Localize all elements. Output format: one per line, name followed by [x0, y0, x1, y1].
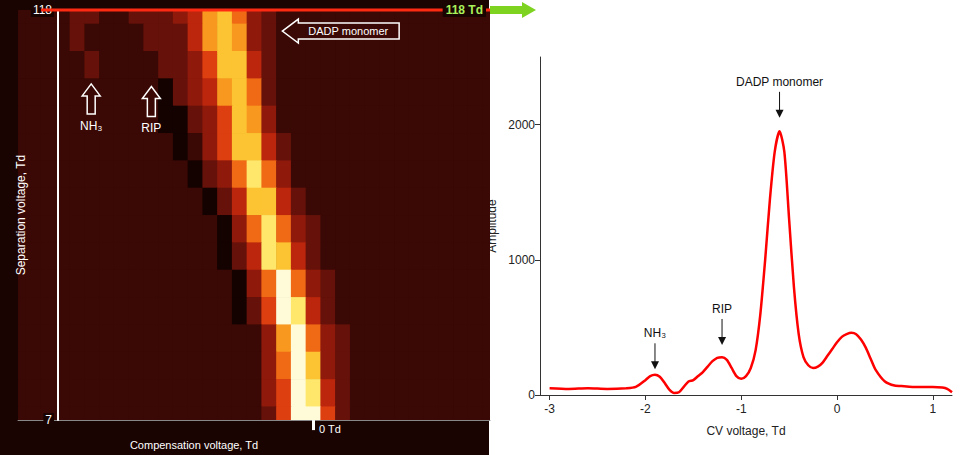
svg-text:0: 0 [528, 388, 535, 402]
svg-text:1: 1 [929, 402, 936, 416]
svg-text:118: 118 [32, 3, 52, 17]
svg-text:RIP: RIP [712, 302, 732, 316]
svg-text:-1: -1 [736, 402, 747, 416]
svg-text:7: 7 [45, 413, 52, 427]
svg-text:2000: 2000 [508, 118, 535, 132]
svg-text:RIP: RIP [141, 121, 161, 135]
svg-text:NH₃: NH₃ [80, 119, 102, 133]
svg-text:Separation voltage, Td: Separation voltage, Td [14, 155, 28, 276]
svg-text:Amplitude: Amplitude [485, 199, 499, 253]
svg-text:DADP monomer: DADP monomer [736, 75, 823, 89]
svg-text:-3: -3 [544, 402, 555, 416]
svg-text:NH₃: NH₃ [644, 326, 666, 340]
svg-text:DADP monomer: DADP monomer [308, 25, 388, 37]
svg-text:1000: 1000 [508, 253, 535, 267]
svg-text:118 Td: 118 Td [446, 3, 483, 17]
svg-text:CV voltage, Td: CV voltage, Td [706, 424, 785, 438]
svg-text:-2: -2 [640, 402, 651, 416]
svg-text:0 Td: 0 Td [319, 423, 341, 435]
svg-text:0: 0 [834, 402, 841, 416]
svg-text:Compensation voltage, Td: Compensation voltage, Td [130, 439, 258, 451]
